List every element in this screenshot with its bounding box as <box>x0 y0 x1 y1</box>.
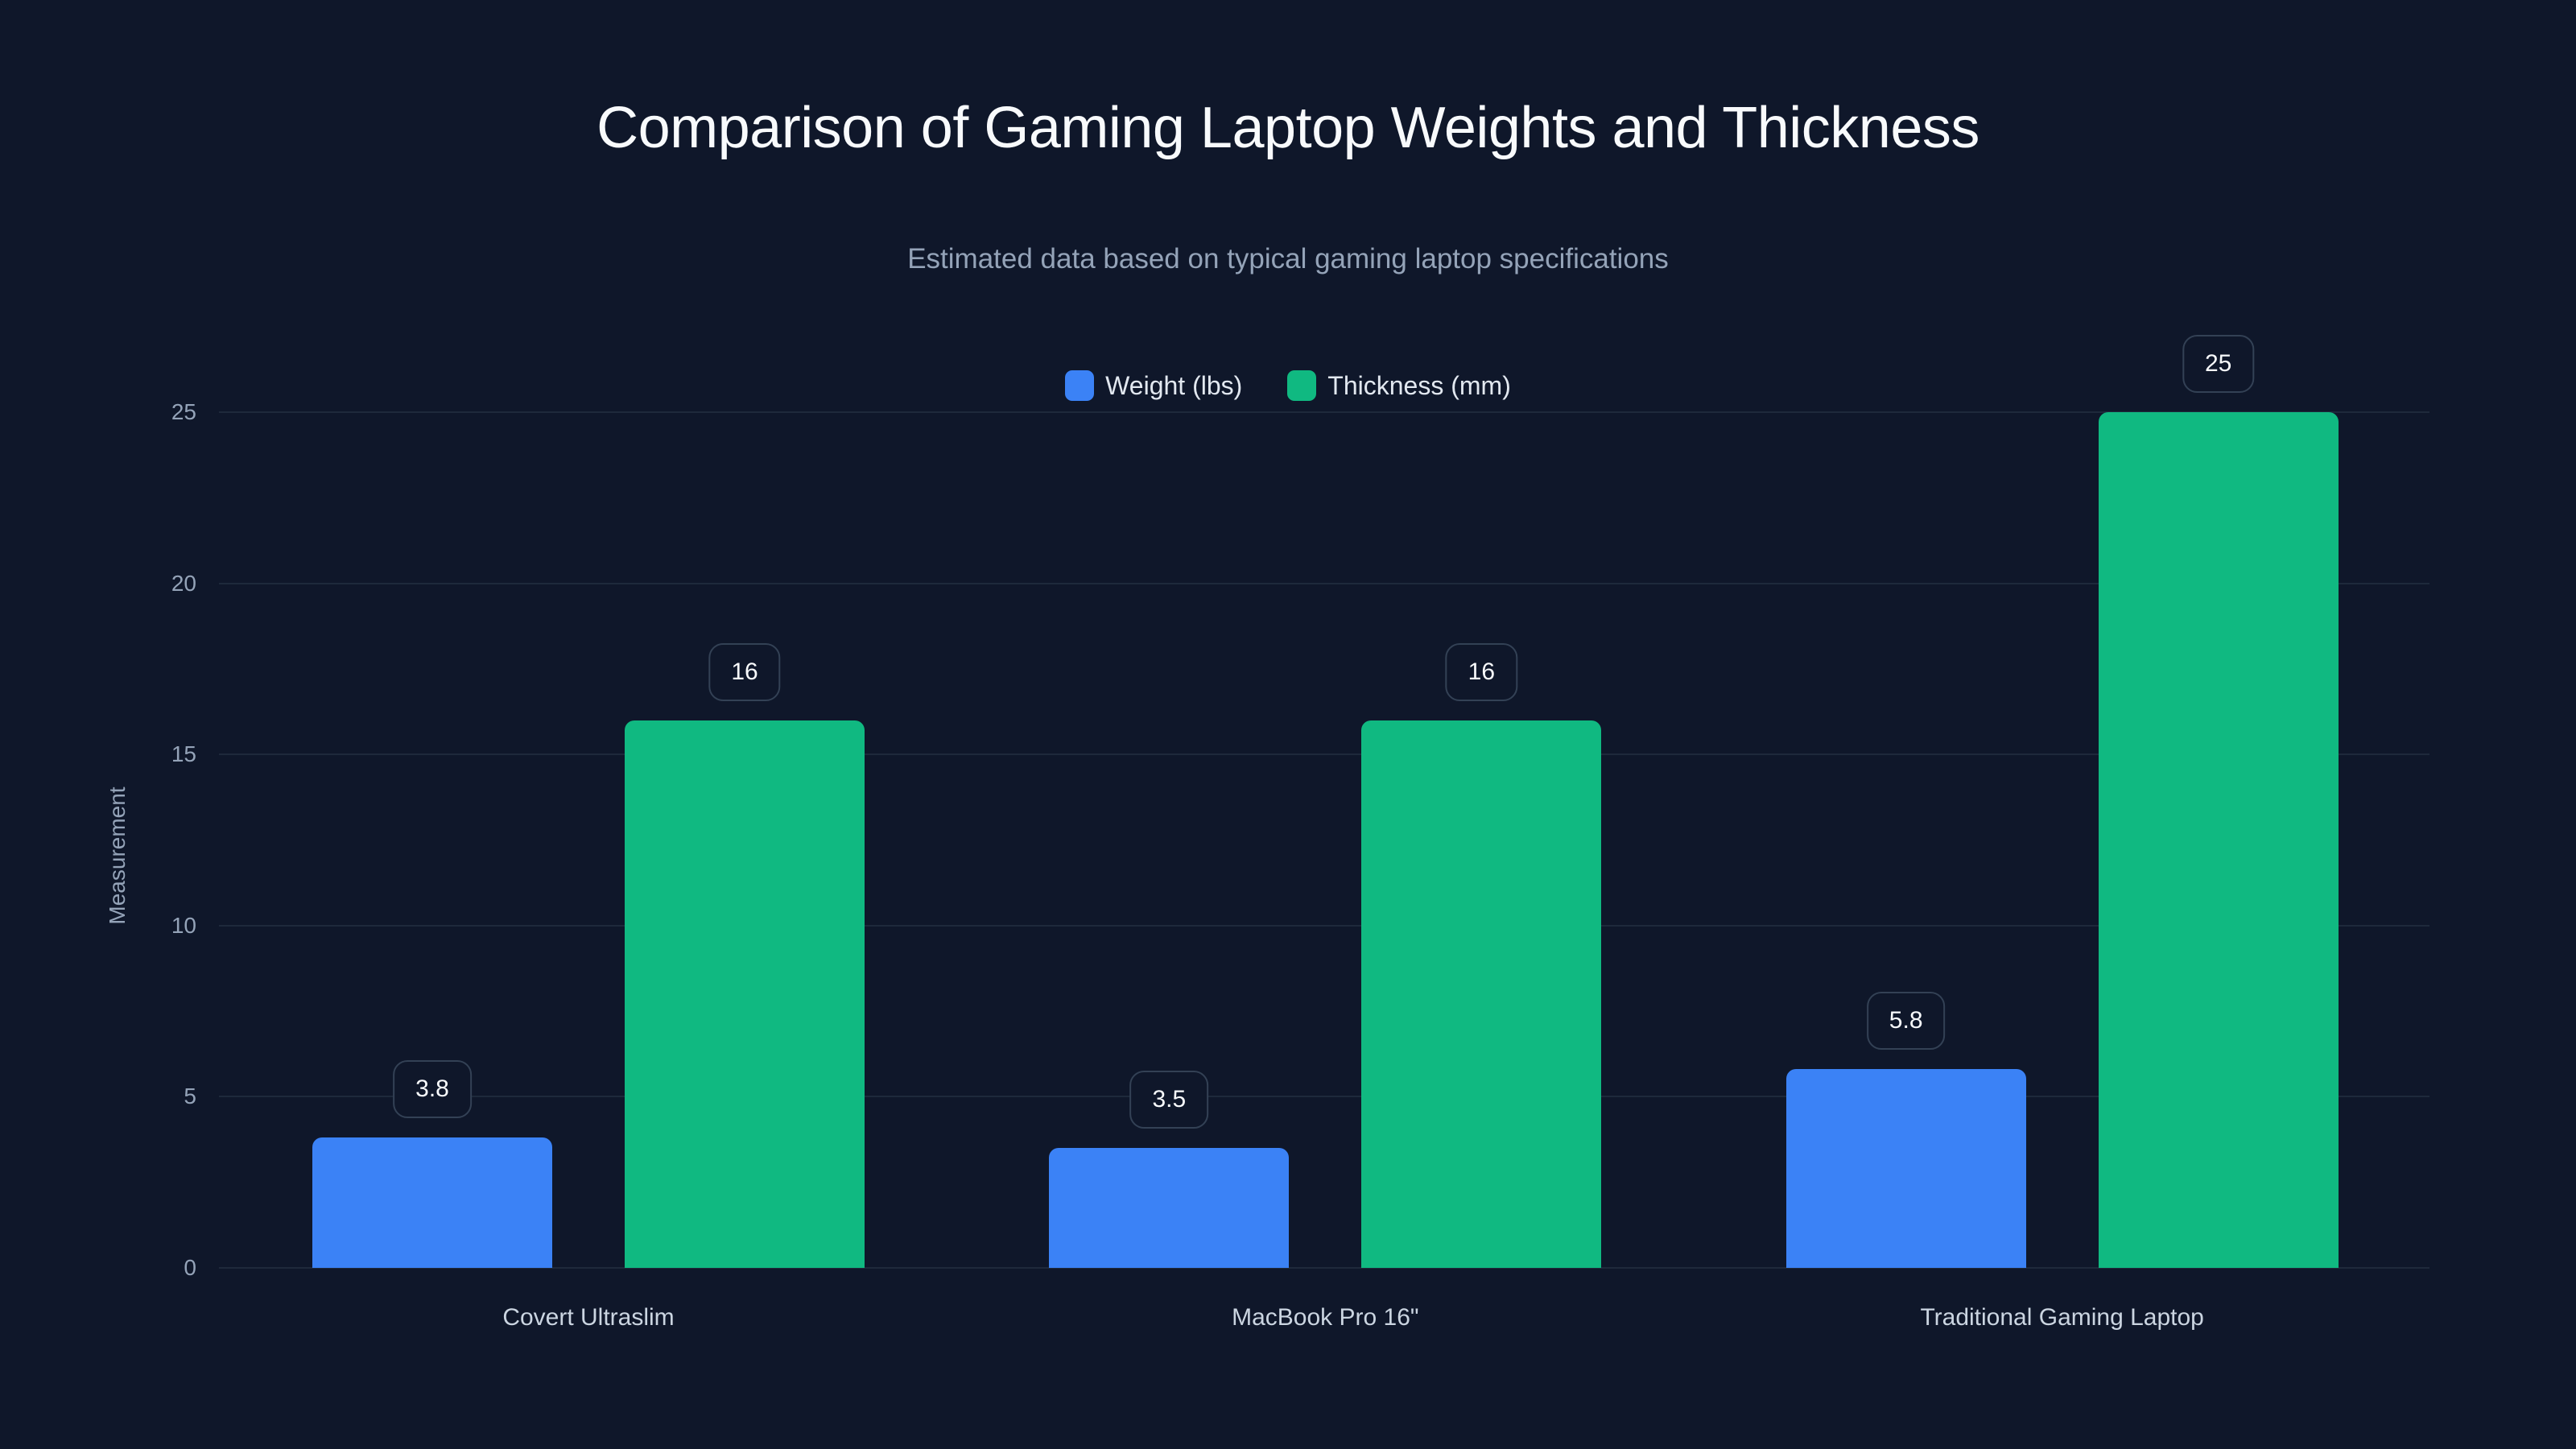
legend-swatch-thickness-icon <box>1287 370 1317 401</box>
legend: Weight (lbs) Thickness (mm) <box>0 370 2576 401</box>
x-tick-label: Traditional Gaming Laptop <box>1920 1304 2204 1331</box>
x-tick-label: MacBook Pro 16" <box>1232 1304 1419 1331</box>
y-tick-label: 10 <box>171 912 196 938</box>
gridline <box>219 924 2429 927</box>
bar-thickness[interactable] <box>1361 720 1602 1268</box>
gridline <box>219 1267 2429 1269</box>
plot-area: 3.8 16 3.5 16 5.8 25 <box>219 335 2429 1269</box>
y-tick-label: 20 <box>171 570 196 596</box>
gridline <box>219 753 2429 756</box>
bar-thickness[interactable] <box>2098 412 2339 1268</box>
legend-swatch-weight-icon <box>1065 370 1095 401</box>
value-label: 5.8 <box>1866 992 1946 1051</box>
legend-item-thickness[interactable]: Thickness (mm) <box>1287 370 1511 401</box>
bar-weight[interactable] <box>1049 1148 1290 1268</box>
value-label: 16 <box>1445 642 1518 701</box>
y-tick-label: 25 <box>171 399 196 424</box>
legend-item-weight[interactable]: Weight (lbs) <box>1065 370 1242 401</box>
x-tick-label: Covert Ultraslim <box>502 1304 675 1331</box>
bar-weight[interactable] <box>1785 1069 2026 1268</box>
gridline <box>219 1096 2429 1098</box>
y-tick-label: 0 <box>184 1255 196 1280</box>
bar-weight[interactable] <box>312 1137 552 1268</box>
y-tick-label: 5 <box>184 1084 196 1109</box>
value-label: 3.8 <box>393 1060 472 1119</box>
bar-thickness[interactable] <box>625 720 865 1268</box>
gridline <box>219 411 2429 413</box>
y-tick-label: 15 <box>171 741 196 767</box>
chart-title: Comparison of Gaming Laptop Weights and … <box>597 96 1979 160</box>
legend-label-thickness: Thickness (mm) <box>1327 370 1511 400</box>
value-label: 25 <box>2182 335 2255 393</box>
value-label: 3.5 <box>1129 1071 1209 1129</box>
legend-label-weight: Weight (lbs) <box>1105 370 1243 400</box>
y-axis-label: Measurement <box>105 786 130 925</box>
value-label: 16 <box>708 642 781 701</box>
chart-subtitle: Estimated data based on typical gaming l… <box>907 243 1669 275</box>
gridline <box>219 582 2429 584</box>
